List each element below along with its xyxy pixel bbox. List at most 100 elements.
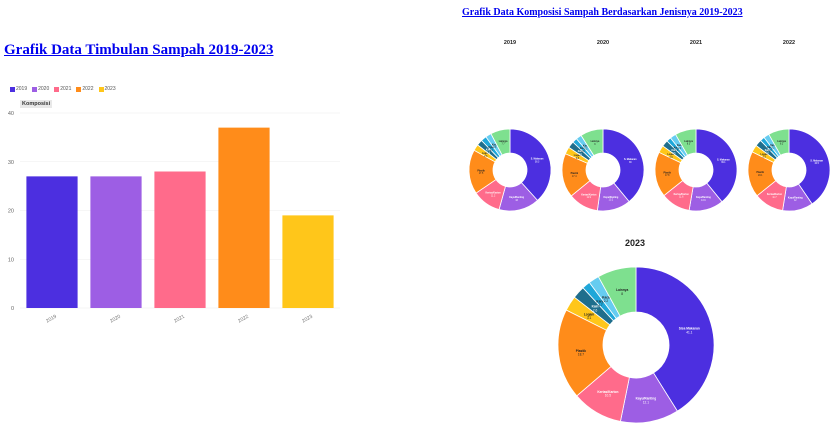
slice-value: 39 [629,162,632,164]
legend-swatch [54,86,60,92]
slice-value: 2.5 [672,153,676,155]
bar-2021[interactable] [154,171,206,309]
slice-label: Kaca [677,145,683,147]
slice-label: Lainnya [684,141,693,143]
donut-slice[interactable] [768,128,790,156]
slice-value: 3.1 [587,316,592,320]
slice-label: Lainnya [777,141,786,143]
legend-swatch [10,86,15,92]
slice-label: Logam [667,154,675,156]
donut-year-label-2020: 2020 [596,40,610,46]
slice-value: 11.7 [772,197,777,199]
slice-label: S. Makanan [624,159,637,161]
legend-label: 2021 [60,86,72,92]
bar-chart: 0 10 20 30 40 2019 2020 2021 2022 2023 [8,111,340,325]
slice-value: 2.2 [490,150,494,152]
donut-slice[interactable] [580,128,604,157]
legend-item-2020[interactable]: 2020 [32,86,49,92]
tooltip-label: Komposisi [20,100,53,108]
slice-value: 13.6 [701,200,706,202]
slice-value: 2.2 [604,299,609,303]
slice-label: Kertas/Karton [767,193,783,196]
slice-label: Plastik [576,349,587,353]
slice-label: Karet [596,299,605,303]
donut-slice[interactable] [675,128,697,156]
slice-label: Kaca [583,146,589,148]
legend-item-2019[interactable]: 2019 [10,86,27,92]
donut-chart-title: Grafik Data Komposisi Sampah Berdasarkan… [462,7,743,18]
slice-label: Kayu/Ranting [636,397,657,401]
slice-label: S. Makanan [531,159,544,161]
donut-slice[interactable] [597,266,637,317]
slice-value: 41.1 [686,331,692,335]
slice-value: 12 [794,200,797,202]
slice-value: 38.3 [535,161,540,163]
bar-2023[interactable] [282,215,334,308]
legend-label: 2022 [82,86,94,92]
y-tick-label: 0 [11,306,14,312]
slice-label: Sisa Makanan [679,327,700,331]
slice-label: Plastik [756,171,764,174]
x-tick-label: 2023 [301,314,314,325]
donut-slice[interactable] [490,128,511,156]
x-tick-label: 2019 [45,314,58,325]
bar-2019[interactable] [26,176,78,308]
slice-label: Logam [584,312,595,316]
slice-value: 18.1 [758,175,763,177]
slice-label: Plastik [663,171,671,174]
slice-value: 2.4 [678,148,682,150]
y-tick-label: 30 [8,160,14,166]
slice-value: 2.6 [579,154,583,156]
bar-2022[interactable] [218,127,270,308]
slice-value: 2.9 [669,157,673,159]
y-tick-label: 20 [8,209,14,215]
legend-item-2021[interactable]: 2021 [54,86,71,92]
slice-label: Kertas/Karton [674,193,690,196]
slice-label: Plastik [571,172,579,175]
donut-slice[interactable] [695,128,738,203]
slice-label: Logam [574,155,582,157]
bar-chart-legend: 2019 2020 2021 2022 2023 [10,86,116,92]
slice-value: 17.4 [572,176,577,178]
y-tick-label: 40 [8,111,14,117]
x-tick-label: 2021 [173,314,186,325]
donut-slice[interactable] [635,266,715,412]
bar-2020[interactable] [90,176,142,308]
slice-value: 1.8 [768,150,772,152]
x-tick-label: 2020 [109,314,122,325]
donut-slice[interactable] [509,128,552,201]
slice-value: 17.8 [665,175,670,177]
legend-swatch [76,86,82,92]
slice-label: Kertas/Karton [597,390,618,394]
slice-value: 8.2 [780,144,784,146]
donut-slice[interactable] [788,128,831,205]
slice-label: Kain [578,151,584,153]
legend-swatch [98,86,104,92]
slice-label: Kain [671,150,677,152]
donut-2023-title: 2023 [624,238,646,248]
slice-label: Lainnya [499,141,508,143]
slice-label: Kertas/Karton [581,193,597,196]
bar-chart-title: Grafik Data Timbulan Sampah 2019-2023 [4,42,274,58]
slice-label: Logam [482,153,490,155]
donut-charts: S. Makanan38.3Kayu/Ranting16Kertas/Karto… [468,128,831,424]
donut-slice[interactable] [602,128,645,203]
legend-item-2022[interactable]: 2022 [76,86,94,92]
slice-label: Kaca [492,144,498,146]
slice-label: Lainnya [616,288,628,292]
slice-value: 10.5 [605,394,611,398]
slice-label: Karet [674,146,680,149]
slice-value: 17.5 [479,173,484,175]
legend-label: 2023 [104,86,116,92]
slice-label: Kertas/Karton [486,192,502,195]
slice-label: Kayu/Ranting [604,196,619,199]
slice-label: Kayu/Ranting [696,196,711,199]
legend-item-2023[interactable]: 2023 [98,86,116,92]
slice-value: 13.2 [609,200,614,202]
slice-value: 8.3 [687,144,691,146]
slice-value: 2.5 [484,156,488,158]
slice-value: 39.1 [721,162,726,164]
donut-year-label-2019: 2019 [503,40,517,46]
